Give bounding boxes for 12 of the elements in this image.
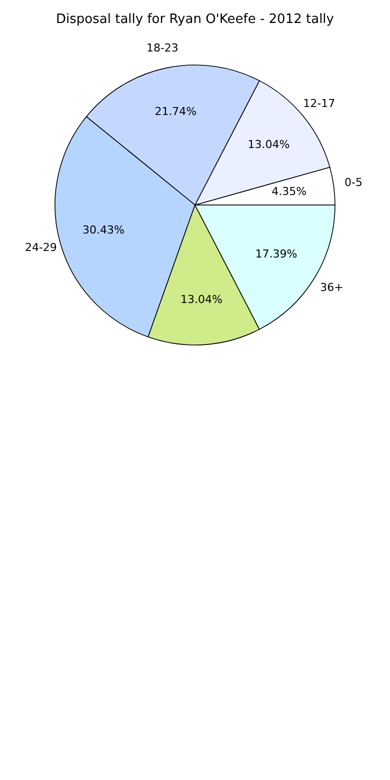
data-label: 4.35% [272,185,307,198]
data-label: 17.39% [255,247,298,260]
chart-title: Disposal tally for Ryan O'Keefe - 2012 tally [56,12,334,27]
data-label: 13.04% [248,138,290,152]
slice-label: 24-29 [24,241,57,254]
slice-label: 12-17 [303,97,336,110]
slice-label: 36+ [320,281,344,294]
slice-label: 0-5 [344,176,362,190]
data-label: 30.43% [82,224,125,237]
data-label: 13.04% [180,292,222,306]
data-label: 21.74% [154,104,197,118]
slice-label: 18-23 [146,41,178,54]
